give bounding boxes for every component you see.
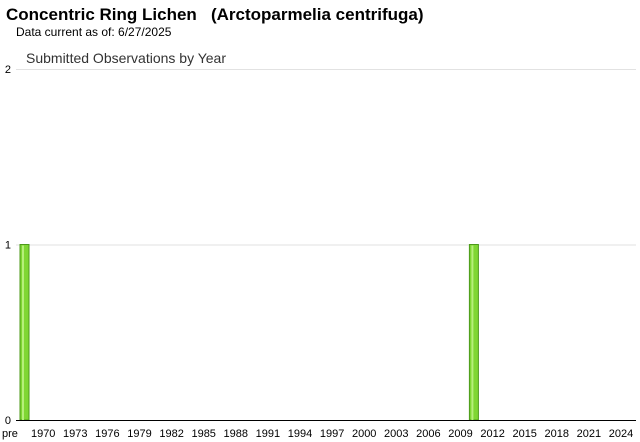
x-tick-label: 2003: [384, 428, 408, 440]
x-tick-label: 1973: [63, 428, 87, 440]
x-tick-label: 1982: [159, 428, 183, 440]
x-tick-label: 1997: [320, 428, 344, 440]
x-tick-label: 2006: [416, 428, 440, 440]
x-tick-label: 1985: [191, 428, 215, 440]
x-tick-label: 1988: [224, 428, 248, 440]
gridlines: [16, 69, 636, 246]
x-tick-label: 1991: [256, 428, 280, 440]
x-tick-label: 1979: [127, 428, 151, 440]
y-tick-label: 0: [5, 415, 11, 427]
x-tick-label: pre: [2, 428, 18, 440]
x-tick-label: 2009: [448, 428, 472, 440]
x-tick-label: 1994: [288, 428, 312, 440]
x-tick-label: 2024: [609, 428, 633, 440]
x-tick-label: 1970: [31, 428, 55, 440]
scientific-name: (Arctoparmelia centrifuga): [210, 5, 424, 24]
x-tick-label: 1976: [95, 428, 119, 440]
x-tick-labels: pre 1970 1973 1976 1979 1982 1985 1988 1991 1994 1…: [2, 428, 633, 440]
bar-2011[interactable]: [468, 244, 479, 421]
x-tick-label: 2015: [512, 428, 536, 440]
x-tick-label: 2018: [545, 428, 569, 440]
x-tick-label: 2012: [480, 428, 504, 440]
x-tick-label: 2000: [352, 428, 376, 440]
data-current-note: Data current as of: 6/27/2025: [16, 25, 172, 39]
x-tick-label: 2021: [577, 428, 601, 440]
y-tick-label: 2: [5, 64, 11, 76]
y-tick-labels: 0 1 2: [5, 64, 11, 427]
species-title: Concentric Ring Lichen (Arctoparmelia ce…: [6, 5, 424, 25]
bar-highlight-2011: [471, 245, 474, 420]
bars: [19, 244, 479, 421]
chart-title: Submitted Observations by Year: [26, 50, 226, 66]
y-tick-label: 1: [5, 240, 11, 252]
bar-pre[interactable]: [19, 244, 30, 421]
bar-highlight-pre: [22, 245, 24, 420]
common-name: Concentric Ring Lichen: [6, 5, 197, 24]
